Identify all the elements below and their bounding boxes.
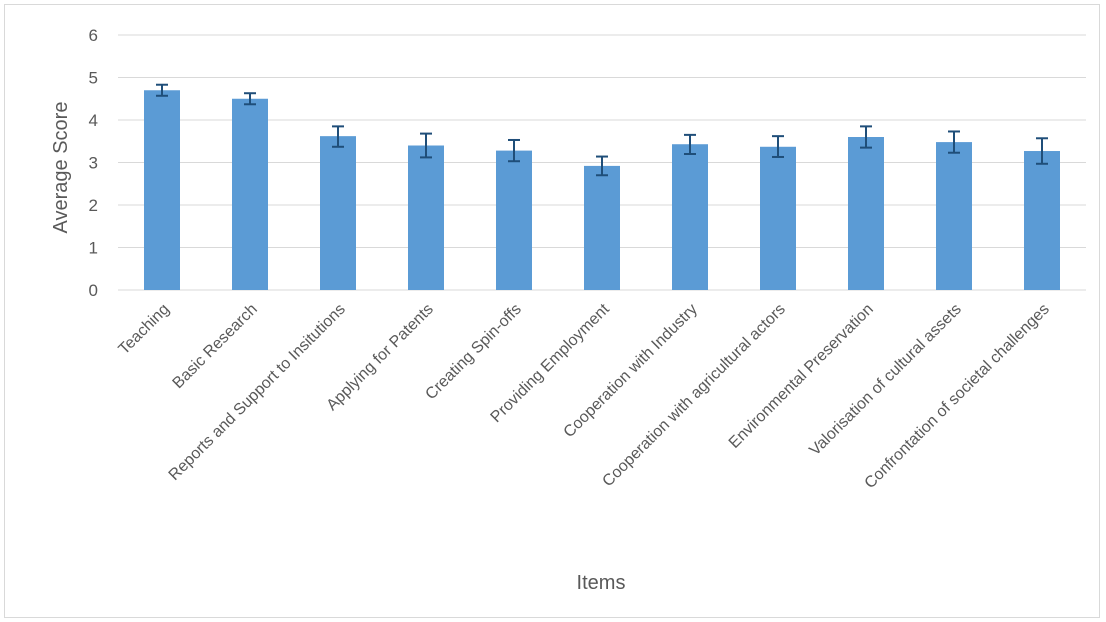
bar — [1024, 151, 1060, 290]
bar — [408, 145, 444, 290]
x-category-label: Creating Spin-offs — [422, 301, 524, 403]
bar — [320, 136, 356, 290]
y-tick-label: 5 — [89, 69, 98, 88]
y-tick-label: 2 — [89, 196, 98, 215]
x-category-label: Teaching — [116, 301, 173, 358]
bar — [672, 144, 708, 290]
x-category-label: Cooperation with agricultural actors — [599, 301, 788, 490]
x-axis-title: Items — [577, 572, 626, 594]
x-category-label: Environmental Preservation — [726, 301, 877, 452]
y-tick-label: 6 — [89, 26, 98, 45]
y-tick-label: 0 — [89, 281, 98, 300]
bar — [496, 150, 532, 290]
bar — [584, 165, 620, 290]
y-axis-title: Average Score — [50, 102, 72, 234]
y-tick-label: 4 — [89, 111, 98, 130]
bar — [760, 146, 796, 290]
x-category-label: Basic Research — [170, 301, 261, 392]
bar — [144, 90, 180, 290]
bar — [936, 142, 972, 290]
x-category-label: Reports and Support to Insitutions — [166, 301, 349, 484]
bar — [232, 98, 268, 290]
x-category-label: Confrontation of societal challenges — [862, 301, 1053, 492]
x-category-label: Valorisation of cultural assets — [806, 301, 964, 459]
chart-frame — [4, 4, 1100, 618]
y-tick-label: 1 — [89, 239, 98, 258]
bar — [848, 137, 884, 290]
y-tick-label: 3 — [89, 154, 98, 173]
